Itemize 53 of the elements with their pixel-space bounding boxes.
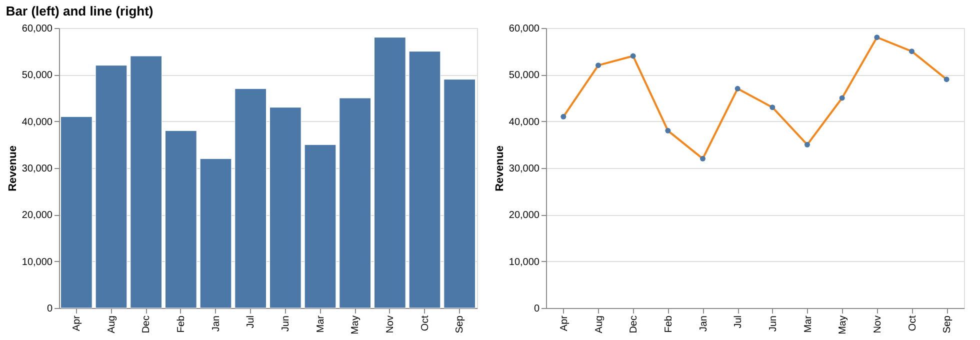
y-tick-label: 10,000 — [508, 256, 540, 268]
x-tick-label: Oct — [420, 315, 431, 332]
bar — [408, 51, 441, 308]
x-tick-label: Jul — [733, 316, 744, 328]
x-tick-label: Jan — [698, 316, 710, 332]
bar — [95, 65, 128, 308]
x-tick-label: Feb — [663, 315, 674, 333]
x-tick-label: Feb — [176, 315, 187, 333]
y-tick-label: 60,000 — [22, 24, 53, 34]
x-tick-label: Apr — [71, 314, 82, 332]
bar — [304, 144, 336, 308]
y-axis-title: Revenue — [6, 146, 19, 192]
x-tick-label: Jul — [246, 316, 257, 328]
x-tick-label: Aug — [106, 316, 118, 334]
y-tick-label: 20,000 — [22, 210, 53, 222]
y-tick-label: 60,000 — [508, 24, 540, 34]
bar — [269, 107, 302, 308]
x-tick-label: Apr — [558, 314, 570, 332]
x-tick-label: Aug — [594, 316, 605, 334]
x-tick-label: Mar — [315, 314, 326, 333]
x-tick-label: Jun — [768, 316, 779, 332]
bar — [339, 98, 372, 308]
bar — [374, 37, 406, 308]
y-tick-label: 20,000 — [508, 210, 540, 222]
x-tick-label: Sep — [454, 315, 466, 334]
x-tick-label: Mar — [802, 314, 814, 333]
y-tick-label: 10,000 — [22, 256, 53, 268]
x-tick-label: Dec — [628, 316, 640, 334]
y-tick-label: 30,000 — [508, 164, 540, 174]
y-tick-label: 50,000 — [508, 70, 540, 82]
y-tick-label: 0 — [46, 304, 53, 314]
x-tick-label: Jan — [210, 316, 222, 332]
bar — [60, 116, 92, 308]
bar — [444, 79, 476, 308]
x-tick-label: Jun — [280, 316, 292, 332]
x-tick-label: May — [838, 316, 849, 334]
y-tick-label: 0 — [534, 304, 540, 314]
chart-title: Bar (left) and line (right) — [6, 4, 154, 18]
bar — [234, 88, 267, 308]
x-tick-label: Nov — [384, 316, 396, 334]
y-tick-label: 30,000 — [22, 164, 53, 174]
x-tick-label: Sep — [942, 315, 954, 334]
y-tick-label: 50,000 — [22, 70, 53, 82]
bar — [130, 56, 162, 308]
bar — [200, 158, 232, 308]
y-tick-label: 40,000 — [508, 116, 540, 128]
y-tick-label: 40,000 — [22, 116, 53, 128]
bar — [164, 130, 197, 308]
x-tick-label: Dec — [141, 316, 152, 334]
x-tick-label: May — [350, 316, 362, 334]
x-tick-label: Oct — [907, 315, 918, 332]
y-axis-title: Revenue — [494, 146, 506, 192]
x-tick-label: Nov — [872, 316, 884, 334]
